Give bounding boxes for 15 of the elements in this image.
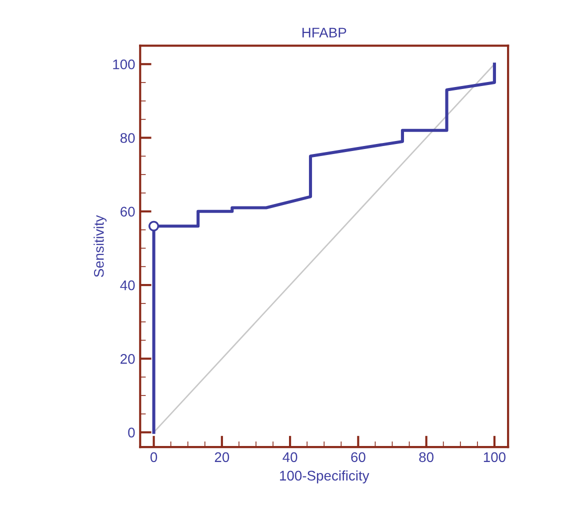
x-tick-label: 40 [282, 452, 298, 462]
x-tick-label: 20 [214, 452, 230, 462]
x-tick-label: 100 [484, 452, 506, 462]
y-tick-label: 80 [120, 133, 135, 143]
y-tick-label: 0 [128, 428, 135, 438]
y-tick-label: 60 [120, 206, 135, 217]
y-tick-label: 40 [120, 280, 135, 290]
y-tick-label: 20 [120, 354, 135, 364]
y-tick-label: 100 [113, 59, 135, 70]
x-tick-label: 0 [150, 452, 158, 462]
x-tick-label: 60 [351, 452, 366, 462]
chart-title: HFABP [302, 28, 346, 38]
x-axis-title: 100-Specificity [280, 470, 370, 484]
x-tick-label: 80 [419, 452, 434, 462]
y-axis-title: Sensitivity [94, 215, 107, 278]
